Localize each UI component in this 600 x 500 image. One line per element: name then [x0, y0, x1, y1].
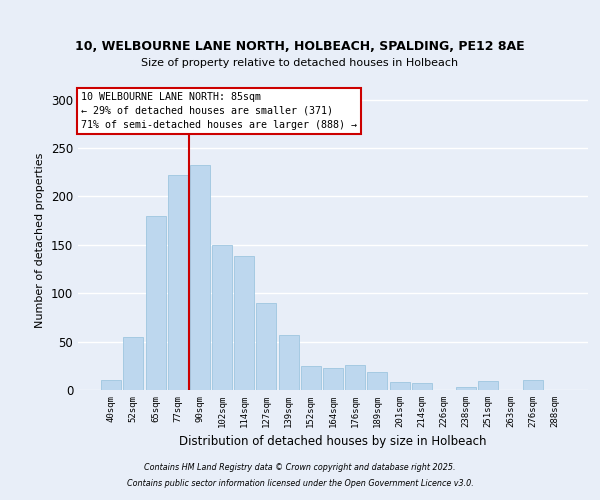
Text: 10, WELBOURNE LANE NORTH, HOLBEACH, SPALDING, PE12 8AE: 10, WELBOURNE LANE NORTH, HOLBEACH, SPAL…: [75, 40, 525, 52]
Bar: [345, 365, 365, 390]
Text: Size of property relative to detached houses in Holbeach: Size of property relative to detached ho…: [142, 58, 458, 68]
Bar: [124, 337, 143, 390]
Bar: [234, 256, 254, 390]
Bar: [523, 380, 542, 390]
Text: 10 WELBOURNE LANE NORTH: 85sqm
← 29% of detached houses are smaller (371)
71% of: 10 WELBOURNE LANE NORTH: 85sqm ← 29% of …: [80, 92, 356, 130]
Bar: [323, 368, 343, 390]
Y-axis label: Number of detached properties: Number of detached properties: [35, 152, 46, 328]
Text: Contains HM Land Registry data © Crown copyright and database right 2025.: Contains HM Land Registry data © Crown c…: [144, 464, 456, 472]
X-axis label: Distribution of detached houses by size in Holbeach: Distribution of detached houses by size …: [179, 436, 487, 448]
Bar: [168, 175, 188, 390]
Bar: [412, 383, 432, 390]
Bar: [146, 216, 166, 390]
Bar: [301, 366, 321, 390]
Bar: [190, 166, 210, 390]
Bar: [389, 382, 410, 390]
Text: Contains public sector information licensed under the Open Government Licence v3: Contains public sector information licen…: [127, 478, 473, 488]
Bar: [278, 335, 299, 390]
Bar: [478, 382, 498, 390]
Bar: [456, 387, 476, 390]
Bar: [256, 303, 277, 390]
Bar: [212, 245, 232, 390]
Bar: [367, 372, 388, 390]
Bar: [101, 380, 121, 390]
